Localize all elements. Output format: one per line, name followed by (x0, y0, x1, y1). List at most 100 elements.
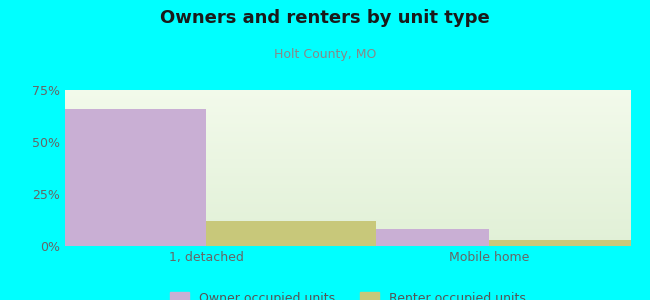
Bar (65, 224, 630, 226)
Bar (65, 145, 630, 146)
Bar (65, 212, 630, 213)
Bar (65, 113, 630, 115)
Bar (65, 238, 630, 240)
Bar (65, 120, 630, 121)
Bar (65, 176, 630, 177)
Bar (65, 96, 630, 98)
Bar (65, 179, 630, 181)
Bar (65, 223, 630, 224)
Bar (65, 155, 630, 157)
Bar (65, 182, 630, 184)
Bar (65, 132, 630, 134)
Bar (65, 107, 630, 109)
Bar (65, 163, 630, 165)
Bar (65, 152, 630, 154)
Bar (65, 213, 630, 215)
Bar (65, 169, 630, 171)
Bar (65, 193, 630, 194)
Bar (65, 109, 630, 110)
Bar (65, 123, 630, 124)
Bar (65, 140, 630, 142)
Bar (65, 130, 630, 132)
Bar (65, 235, 630, 237)
Bar (65, 115, 630, 116)
Bar (65, 134, 630, 135)
Bar (65, 230, 630, 232)
Bar (65, 244, 630, 246)
Bar (65, 98, 630, 99)
Bar (65, 202, 630, 204)
Bar (65, 173, 630, 174)
Bar (65, 92, 630, 93)
Bar (65, 160, 630, 162)
Bar (65, 138, 630, 140)
Bar (65, 95, 630, 96)
Bar (65, 196, 630, 198)
Bar (36, 109, 207, 246)
Bar (65, 185, 630, 187)
Bar (65, 207, 630, 208)
Bar (65, 121, 630, 123)
Bar (65, 101, 630, 103)
Bar (65, 159, 630, 160)
Bar (65, 112, 630, 113)
Bar (65, 126, 630, 128)
Bar (65, 194, 630, 196)
Bar (65, 146, 630, 148)
Text: Holt County, MO: Holt County, MO (274, 48, 376, 61)
Bar (65, 218, 630, 220)
Bar (65, 110, 630, 112)
Bar (65, 165, 630, 166)
Bar (65, 233, 630, 235)
Bar (207, 221, 376, 246)
Bar (65, 135, 630, 137)
Bar (65, 220, 630, 221)
Bar (65, 181, 630, 182)
Bar (65, 157, 630, 159)
Bar (65, 208, 630, 210)
Bar (65, 106, 630, 107)
Bar (65, 116, 630, 118)
Bar (65, 104, 630, 106)
Bar (65, 227, 630, 229)
Bar (65, 215, 630, 216)
Bar (65, 171, 630, 173)
Bar (65, 137, 630, 138)
Bar (65, 148, 630, 149)
Bar (65, 174, 630, 176)
Bar (65, 243, 630, 244)
Bar (65, 237, 630, 238)
Bar (65, 143, 630, 145)
Bar (65, 198, 630, 199)
Bar (65, 118, 630, 120)
Bar (65, 210, 630, 212)
Bar (65, 154, 630, 155)
Bar (65, 241, 630, 243)
Bar (319, 230, 489, 246)
Bar (65, 221, 630, 223)
Bar (65, 188, 630, 190)
Bar (65, 124, 630, 126)
Bar (65, 167, 630, 168)
Bar (65, 199, 630, 201)
Bar (65, 201, 630, 202)
Bar (489, 240, 650, 246)
Bar (65, 240, 630, 241)
Bar (65, 103, 630, 104)
Bar (65, 168, 630, 170)
Bar (65, 149, 630, 151)
Bar (65, 142, 630, 143)
Bar (65, 151, 630, 152)
Bar (65, 216, 630, 218)
Bar (65, 204, 630, 206)
Bar (65, 190, 630, 191)
Bar (65, 232, 630, 233)
Bar (65, 229, 630, 230)
Legend: Owner occupied units, Renter occupied units: Owner occupied units, Renter occupied un… (165, 286, 530, 300)
Bar (65, 177, 630, 179)
Bar (65, 191, 630, 193)
Bar (65, 128, 630, 129)
Bar (65, 93, 630, 95)
Bar (65, 99, 630, 101)
Bar (65, 226, 630, 227)
